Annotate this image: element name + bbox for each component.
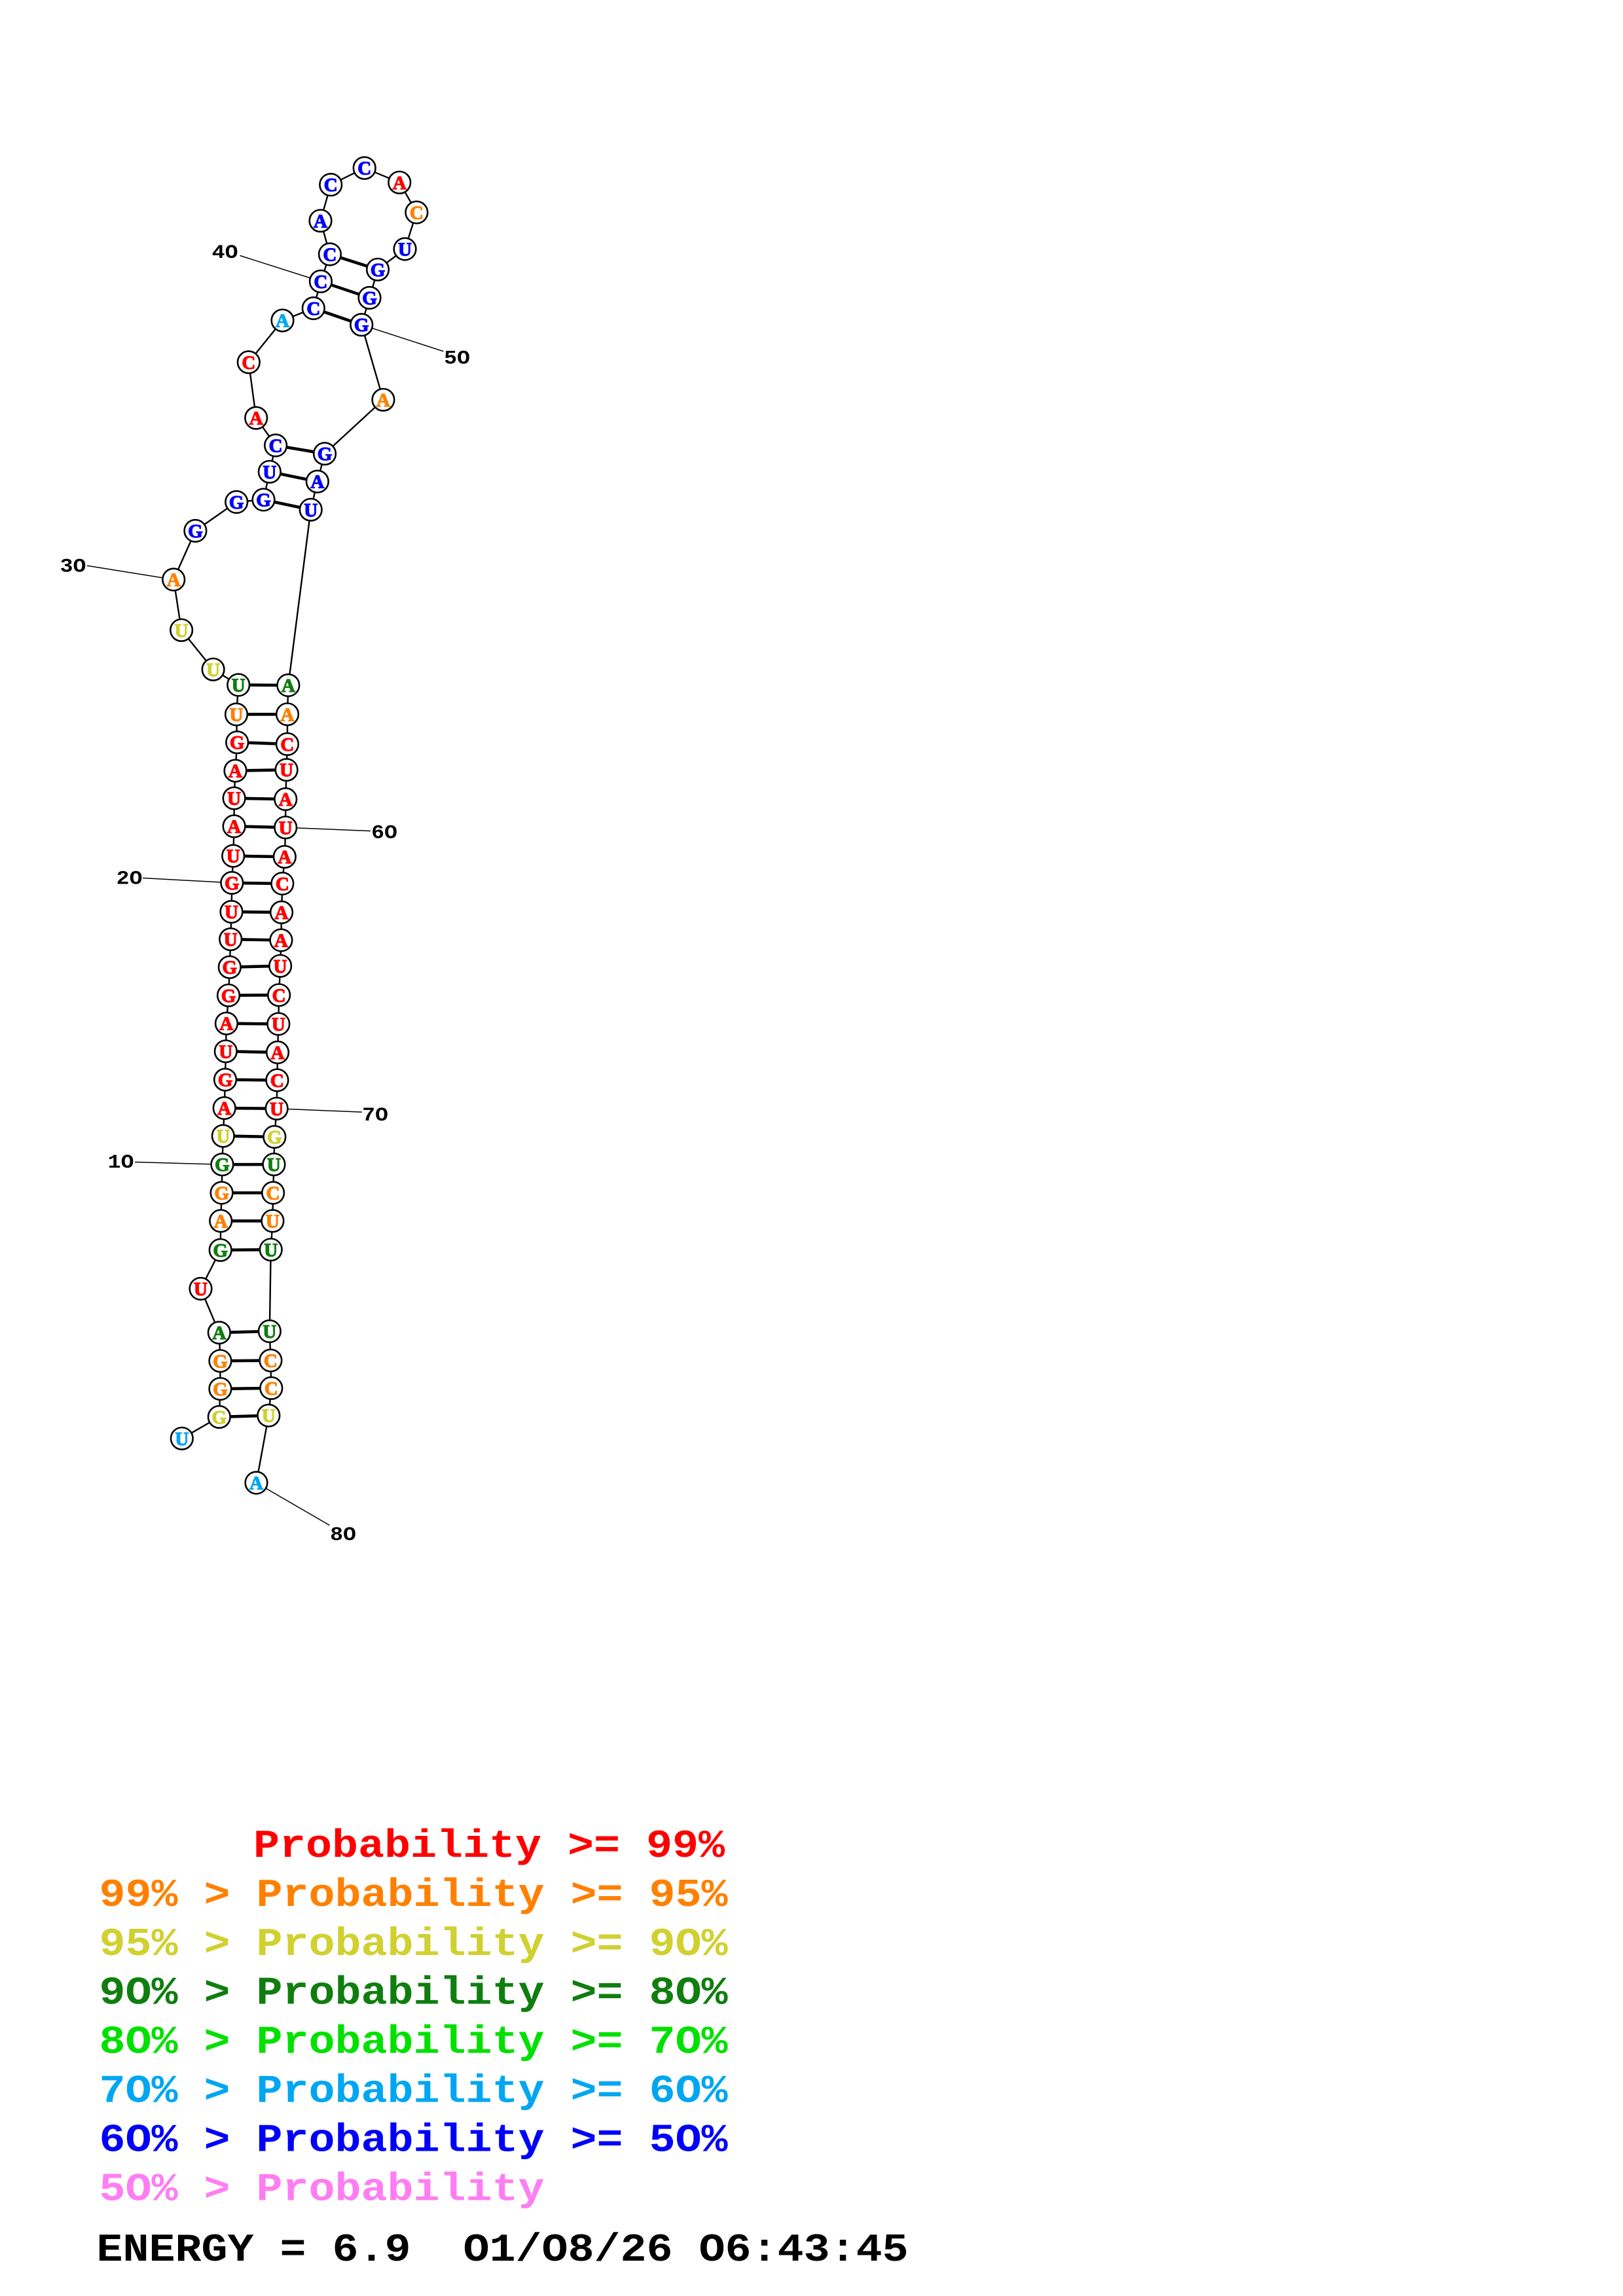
svg-text:A: A xyxy=(393,173,407,194)
svg-text:U: U xyxy=(398,240,412,260)
svg-text:C: C xyxy=(264,1351,278,1372)
svg-text:G: G xyxy=(188,521,203,542)
svg-text:U: U xyxy=(304,500,318,521)
svg-text:U: U xyxy=(262,1406,276,1427)
svg-text:A: A xyxy=(314,211,327,232)
svg-text:G: G xyxy=(225,873,240,894)
svg-text:G: G xyxy=(267,1127,282,1148)
svg-text:C: C xyxy=(280,734,294,755)
svg-text:6O: 6O xyxy=(371,823,397,845)
svg-text:8O: 8O xyxy=(330,1524,356,1547)
svg-text:U: U xyxy=(175,620,189,641)
svg-text:G: G xyxy=(213,1240,228,1261)
svg-text:G: G xyxy=(213,1351,228,1372)
svg-text:C: C xyxy=(306,298,320,319)
svg-text:G: G xyxy=(218,1070,233,1091)
svg-text:C: C xyxy=(357,158,371,179)
svg-text:A: A xyxy=(275,903,289,924)
svg-text:2O: 2O xyxy=(117,868,143,890)
svg-text:1O: 1O xyxy=(108,1152,134,1174)
svg-text:G: G xyxy=(229,492,244,513)
svg-text:U: U xyxy=(175,1429,189,1450)
svg-text:C: C xyxy=(410,203,424,224)
svg-text:U: U xyxy=(280,760,293,781)
svg-text:U: U xyxy=(219,1041,232,1062)
svg-text:A: A xyxy=(212,1323,226,1344)
svg-text:G: G xyxy=(214,1183,229,1204)
svg-text:A: A xyxy=(217,1098,231,1119)
svg-text:A: A xyxy=(274,931,288,952)
svg-text:A: A xyxy=(219,1014,233,1035)
svg-text:G: G xyxy=(371,260,386,281)
svg-text:U: U xyxy=(206,660,220,681)
svg-text:99% > Probability >= 95%: 99% > Probability >= 95% xyxy=(100,1874,729,1918)
svg-text:A: A xyxy=(167,570,181,591)
svg-text:G: G xyxy=(215,1155,230,1175)
svg-text:G: G xyxy=(221,986,236,1007)
svg-text:9O% > Probability >= 8O%: 9O% > Probability >= 8O% xyxy=(100,1972,729,2017)
svg-text:A: A xyxy=(281,704,295,725)
svg-text:G: G xyxy=(354,315,369,336)
svg-text:C: C xyxy=(269,436,283,457)
svg-text:U: U xyxy=(279,817,293,838)
svg-text:U: U xyxy=(232,675,246,696)
svg-text:U: U xyxy=(227,789,241,810)
svg-text:C: C xyxy=(314,272,327,293)
svg-text:U: U xyxy=(216,1126,230,1147)
svg-text:U: U xyxy=(224,929,238,950)
svg-text:5O% > Probability: 5O% > Probability xyxy=(100,2168,545,2212)
svg-text:C: C xyxy=(270,1070,284,1091)
svg-text:Probability >= 99%: Probability >= 99% xyxy=(253,1825,725,1869)
svg-text:A: A xyxy=(214,1211,228,1232)
svg-text:C: C xyxy=(324,175,338,196)
svg-text:A: A xyxy=(271,1043,285,1064)
svg-text:3O: 3O xyxy=(60,556,86,579)
svg-text:U: U xyxy=(272,1014,285,1035)
svg-text:U: U xyxy=(194,1279,208,1300)
svg-text:G: G xyxy=(362,288,377,309)
svg-text:6O% > Probability >= 5O%: 6O% > Probability >= 5O% xyxy=(100,2119,729,2163)
svg-text:ENERGY = 6.9 O1/O8/26 O6:43:4: ENERGY = 6.9 O1/O8/26 O6:43:45 xyxy=(97,2229,909,2273)
svg-text:U: U xyxy=(270,1099,283,1120)
svg-text:G: G xyxy=(318,444,333,465)
svg-text:C: C xyxy=(242,352,255,373)
svg-text:C: C xyxy=(264,1378,278,1399)
svg-text:8O% > Probability >= 7O%: 8O% > Probability >= 7O% xyxy=(100,2021,729,2066)
svg-text:G: G xyxy=(256,490,271,511)
svg-text:U: U xyxy=(267,1155,281,1175)
svg-text:G: G xyxy=(213,1379,228,1400)
svg-text:A: A xyxy=(310,472,324,493)
svg-text:A: A xyxy=(282,675,295,696)
svg-text:C: C xyxy=(272,985,286,1006)
svg-text:A: A xyxy=(276,311,289,332)
svg-text:A: A xyxy=(278,847,291,868)
svg-text:7O: 7O xyxy=(362,1105,388,1127)
svg-text:U: U xyxy=(227,846,240,867)
svg-text:5O: 5O xyxy=(444,348,470,370)
svg-text:G: G xyxy=(212,1407,227,1428)
svg-text:7O% > Probability >= 6O%: 7O% > Probability >= 6O% xyxy=(100,2070,729,2115)
svg-text:A: A xyxy=(249,1473,263,1494)
svg-text:U: U xyxy=(264,1240,278,1261)
svg-text:C: C xyxy=(276,874,289,895)
svg-text:A: A xyxy=(228,761,242,782)
svg-text:A: A xyxy=(376,390,390,411)
svg-text:C: C xyxy=(323,245,337,266)
svg-text:U: U xyxy=(266,1211,280,1232)
svg-text:U: U xyxy=(225,902,238,923)
svg-text:A: A xyxy=(227,816,241,837)
svg-text:G: G xyxy=(223,958,238,978)
svg-text:C: C xyxy=(266,1183,280,1204)
svg-text:U: U xyxy=(263,462,276,483)
svg-text:U: U xyxy=(263,1321,276,1342)
svg-text:U: U xyxy=(230,705,244,726)
svg-text:U: U xyxy=(274,956,287,977)
svg-text:4O: 4O xyxy=(212,242,238,264)
svg-text:G: G xyxy=(230,732,245,753)
svg-text:95% > Probability >= 9O%: 95% > Probability >= 9O% xyxy=(100,1923,729,1967)
svg-text:A: A xyxy=(249,408,263,429)
svg-text:A: A xyxy=(279,789,293,810)
